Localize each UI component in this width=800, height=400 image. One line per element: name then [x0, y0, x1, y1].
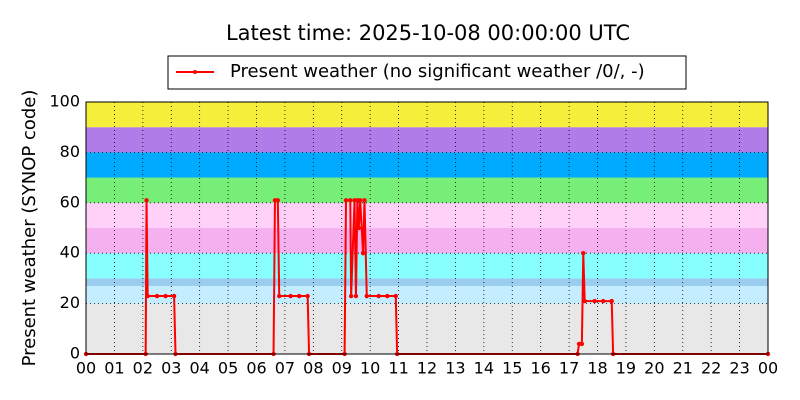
data-point — [364, 293, 369, 299]
plot-frame — [85, 101, 769, 355]
band — [86, 127, 768, 153]
x-tick-label: 21 — [673, 359, 693, 378]
x-tick-label: 23 — [729, 359, 749, 378]
x-tick-label: 01 — [104, 359, 124, 378]
data-point — [277, 293, 282, 299]
y-tick-label: 20 — [60, 293, 80, 312]
y-tick-label: 0 — [70, 344, 80, 363]
data-point — [144, 198, 149, 203]
x-tick-label: 16 — [530, 359, 550, 378]
x-tick-label: 00 — [758, 359, 778, 378]
x-tick-label: 04 — [189, 359, 209, 378]
x-tick-label: 13 — [445, 359, 465, 378]
x-tick-label: 06 — [246, 359, 266, 378]
chart-title: Latest time: 2025-10-08 00:00:00 UTC — [226, 21, 630, 45]
x-tick-label: 07 — [275, 359, 295, 378]
data-point — [393, 293, 398, 299]
data-line — [86, 199, 768, 355]
band — [86, 152, 768, 178]
band — [86, 228, 768, 254]
data-point — [305, 293, 310, 299]
data-point — [600, 298, 606, 304]
data-point — [288, 293, 293, 299]
data-point — [376, 293, 381, 299]
data-point — [353, 293, 359, 299]
x-tick-label: 00 — [76, 359, 96, 378]
x-tick-label: 20 — [644, 359, 664, 378]
legend-label: Present weather (no significant weather … — [230, 61, 645, 82]
x-tick-label: 10 — [360, 359, 380, 378]
y-tick-label: 60 — [60, 192, 80, 211]
data-point — [360, 251, 366, 256]
data-point — [581, 251, 586, 256]
data-point — [362, 198, 367, 203]
data-point — [348, 198, 353, 203]
band — [86, 303, 768, 354]
y-tick-label: 80 — [60, 142, 80, 161]
y-tick-label: 40 — [60, 243, 80, 262]
plot-area: 00 01 02 03 04 05 06 07 08 09 10 11 12 13 14 15 16 17 18 19… — [49, 92, 778, 378]
x-tick-label: 22 — [701, 359, 721, 378]
legend — [167, 55, 687, 90]
data-point — [609, 298, 614, 304]
x-tick-label: 02 — [133, 359, 153, 378]
data-point — [171, 293, 177, 299]
data-point — [348, 293, 354, 299]
data-point — [358, 198, 363, 203]
data-point — [145, 293, 150, 299]
data-point — [385, 293, 390, 299]
x-tick-label: 09 — [332, 359, 352, 378]
data-point — [163, 293, 168, 299]
data-point — [296, 293, 302, 299]
x-tick-label: 17 — [559, 359, 579, 378]
data-point — [592, 298, 597, 304]
x-tick-label: 19 — [616, 359, 636, 378]
x-tick-label: 18 — [587, 359, 607, 378]
x-tick-label: 15 — [502, 359, 522, 378]
data-point — [154, 293, 160, 299]
data-point — [356, 225, 361, 231]
data-point — [343, 198, 349, 203]
x-tick-label: 14 — [474, 359, 494, 378]
x-tick-label: 08 — [303, 359, 323, 378]
x-tick-label: 11 — [388, 359, 408, 378]
data-point — [582, 298, 587, 304]
data-point — [579, 341, 585, 347]
y-tick-label: 100 — [49, 92, 80, 111]
data-point — [275, 198, 281, 203]
legend-marker — [193, 70, 197, 74]
x-tick-label: 03 — [161, 359, 181, 378]
x-tick-label: 12 — [417, 359, 437, 378]
y-axis-label: Present weather (SYNOP code) — [19, 90, 40, 367]
x-tick-label: 05 — [218, 359, 238, 378]
